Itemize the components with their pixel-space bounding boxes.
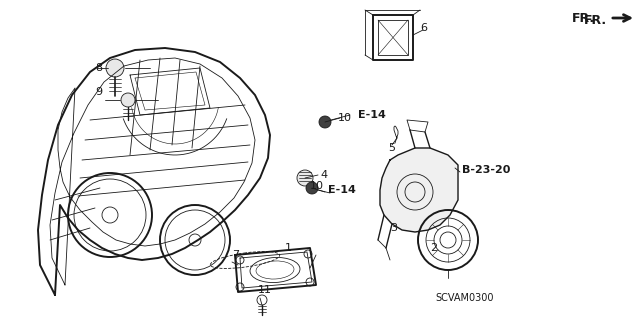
Circle shape [297,170,313,186]
Text: 9: 9 [95,87,102,97]
Text: 7: 7 [232,250,239,260]
Text: 6: 6 [420,23,427,33]
Text: FR.: FR. [584,13,607,26]
Text: 5: 5 [388,143,395,153]
Text: SCVAM0300: SCVAM0300 [435,293,493,303]
Polygon shape [380,148,458,232]
Text: 10: 10 [310,181,324,191]
Text: 1: 1 [285,243,292,253]
Circle shape [106,59,124,77]
Text: 2: 2 [430,243,437,253]
Circle shape [306,182,318,194]
Text: FR.: FR. [572,11,595,25]
Text: 11: 11 [258,285,272,295]
Text: 8: 8 [95,63,102,73]
Circle shape [319,116,331,128]
Circle shape [121,93,135,107]
Text: 10: 10 [338,113,352,123]
Text: E-14: E-14 [328,185,356,195]
Text: E-14: E-14 [358,110,386,120]
Text: 3: 3 [390,223,397,233]
Text: 4: 4 [320,170,327,180]
Text: B-23-20: B-23-20 [462,165,510,175]
